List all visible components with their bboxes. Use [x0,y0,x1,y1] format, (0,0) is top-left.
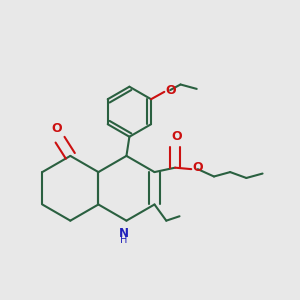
Text: H: H [120,235,127,245]
Text: O: O [166,84,176,97]
Text: O: O [171,130,182,142]
Text: O: O [193,161,203,174]
Text: N: N [118,227,128,240]
Text: O: O [51,122,62,135]
